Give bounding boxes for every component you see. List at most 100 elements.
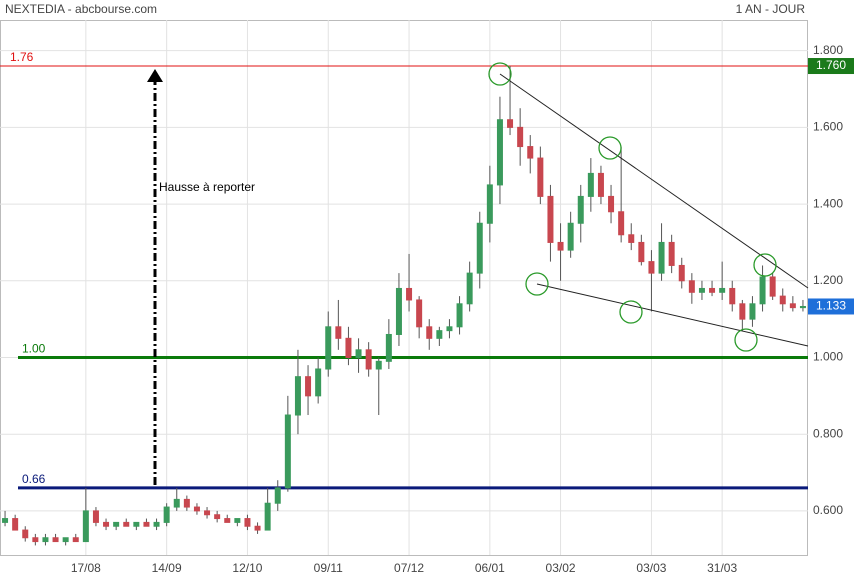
x-tick-label: 14/09	[152, 561, 182, 575]
candle-body	[769, 276, 776, 297]
level-label: 1.00	[22, 342, 46, 356]
candle-body	[416, 299, 423, 328]
candle-body	[82, 510, 89, 543]
candle-body	[719, 287, 726, 293]
candle-body	[789, 303, 796, 309]
marker-circle	[598, 136, 622, 160]
y-tick-label: 1.000	[813, 350, 843, 364]
candle-body	[254, 525, 261, 531]
y-tick-label: 0.600	[813, 503, 843, 517]
y-tick-label: 1.600	[813, 120, 843, 134]
candle-body	[799, 305, 806, 309]
price-tag-label: 1.133	[816, 299, 846, 313]
marker-circle	[525, 272, 549, 296]
candle-body	[517, 126, 524, 148]
marker-circle	[619, 300, 643, 324]
x-tick-label: 09/11	[314, 561, 343, 575]
candle-body	[648, 261, 655, 274]
candle-body	[547, 195, 554, 243]
candle-body	[163, 506, 170, 523]
candle-body	[113, 521, 120, 527]
candle-body	[224, 518, 231, 523]
candle-body	[12, 518, 19, 531]
candle-body	[668, 241, 675, 266]
candle-body	[274, 487, 281, 504]
candle-body	[406, 287, 413, 301]
candle-body	[92, 510, 99, 523]
marker-circle	[488, 62, 512, 86]
y-tick-label: 0.800	[813, 426, 843, 440]
candle-body	[466, 272, 473, 305]
candle-body	[183, 498, 190, 508]
trend-line	[499, 73, 809, 289]
x-tick-label: 12/10	[232, 561, 262, 575]
candle-body	[486, 184, 493, 224]
candle-body	[294, 376, 301, 416]
marker-circle	[734, 328, 758, 352]
candle-body	[52, 537, 59, 543]
candle-body	[587, 172, 594, 197]
x-tick-label: 03/02	[546, 561, 576, 575]
annotation: Hausse à reporter	[159, 180, 255, 194]
candle-body	[709, 287, 716, 293]
candle-body	[426, 326, 433, 339]
candle-body	[32, 537, 39, 543]
chart-subtitle: 1 AN - JOUR	[736, 2, 806, 16]
drawings	[147, 62, 809, 485]
y-tick-label: 1.200	[813, 273, 843, 287]
candle-body	[527, 146, 534, 159]
candle-body	[42, 537, 49, 543]
x-tick-label: 06/01	[475, 561, 505, 575]
candle-body	[638, 241, 645, 263]
candle-body	[375, 360, 382, 370]
candle-body	[557, 241, 564, 251]
candle-body	[698, 287, 705, 293]
y-tick-label: 1.800	[813, 43, 843, 57]
candle-body	[123, 521, 130, 527]
candle-body	[22, 529, 29, 539]
candle-body	[739, 303, 746, 320]
candle-body	[537, 157, 544, 197]
candle-body	[577, 195, 584, 224]
trend-line	[536, 283, 809, 347]
candle-body	[456, 303, 463, 328]
candle-body	[305, 376, 312, 397]
level-label: 0.66	[22, 472, 46, 486]
candle-body	[436, 330, 443, 339]
candle-body	[395, 287, 402, 335]
candle-body	[496, 119, 503, 186]
candle-body	[264, 502, 271, 531]
candle-body	[234, 518, 241, 523]
candle-body	[355, 349, 362, 358]
candle-body	[315, 368, 322, 397]
x-tick-label: 17/08	[71, 561, 101, 575]
candle-body	[153, 521, 160, 527]
candle-body	[173, 498, 180, 508]
candle-body	[658, 241, 665, 274]
candle-body	[2, 518, 9, 523]
candle-body	[476, 222, 483, 274]
price-tag-label: 1.760	[816, 58, 846, 72]
candle-body	[72, 537, 79, 543]
candle-body	[345, 337, 352, 358]
candle-body	[365, 349, 372, 370]
candle-body	[103, 521, 110, 527]
candle-body	[335, 326, 342, 339]
candle-body	[729, 287, 736, 305]
x-tick-label: 31/03	[707, 561, 737, 575]
candle-body	[244, 518, 251, 527]
candle-body	[284, 414, 291, 489]
candle-body	[779, 295, 786, 305]
marker-circle	[753, 253, 777, 277]
arrow-head	[147, 69, 163, 82]
level-label: 1.76	[10, 50, 34, 64]
candle-body	[193, 506, 200, 512]
candle-body	[325, 326, 332, 370]
candle-body	[133, 521, 140, 527]
y-tick-label: 1.400	[813, 196, 843, 210]
candle-body	[608, 195, 615, 213]
candle-body	[628, 234, 635, 243]
candle-body	[143, 521, 150, 527]
candle-body	[567, 222, 574, 251]
